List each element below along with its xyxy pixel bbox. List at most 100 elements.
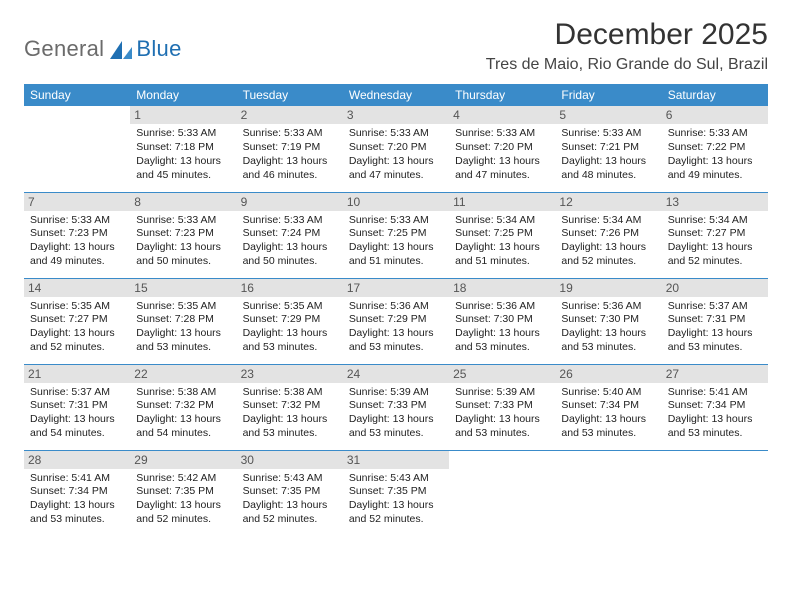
sunset-text: Sunset: 7:30 PM: [455, 313, 549, 327]
sunrise-text: Sunrise: 5:35 AM: [136, 300, 230, 314]
daylight-text: Daylight: 13 hours and 53 minutes.: [136, 327, 230, 355]
calendar-week-row: 21Sunrise: 5:37 AMSunset: 7:31 PMDayligh…: [24, 364, 768, 450]
daylight-text: Daylight: 13 hours and 47 minutes.: [349, 155, 443, 183]
day-number: 17: [343, 279, 449, 297]
day-number: 25: [449, 365, 555, 383]
weekday-header: Saturday: [662, 84, 768, 106]
sunrise-text: Sunrise: 5:38 AM: [243, 386, 337, 400]
daylight-text: Daylight: 13 hours and 45 minutes.: [136, 155, 230, 183]
sunset-text: Sunset: 7:33 PM: [349, 399, 443, 413]
month-title: December 2025: [486, 18, 768, 52]
sunrise-text: Sunrise: 5:36 AM: [349, 300, 443, 314]
day-number: 14: [24, 279, 130, 297]
calendar-day-cell: 15Sunrise: 5:35 AMSunset: 7:28 PMDayligh…: [130, 278, 236, 364]
daylight-text: Daylight: 13 hours and 53 minutes.: [668, 413, 762, 441]
sunset-text: Sunset: 7:27 PM: [668, 227, 762, 241]
day-number: 6: [662, 106, 768, 124]
daylight-text: Daylight: 13 hours and 51 minutes.: [455, 241, 549, 269]
daylight-text: Daylight: 13 hours and 53 minutes.: [455, 327, 549, 355]
daylight-text: Daylight: 13 hours and 46 minutes.: [243, 155, 337, 183]
sunrise-text: Sunrise: 5:35 AM: [243, 300, 337, 314]
daylight-text: Daylight: 13 hours and 51 minutes.: [349, 241, 443, 269]
logo-text-2: Blue: [136, 36, 181, 62]
calendar-day-cell: 14Sunrise: 5:35 AMSunset: 7:27 PMDayligh…: [24, 278, 130, 364]
sunrise-text: Sunrise: 5:37 AM: [668, 300, 762, 314]
day-number: 16: [237, 279, 343, 297]
day-number: 13: [662, 193, 768, 211]
daylight-text: Daylight: 13 hours and 52 minutes.: [243, 499, 337, 527]
daylight-text: Daylight: 13 hours and 52 minutes.: [136, 499, 230, 527]
sunrise-text: Sunrise: 5:33 AM: [561, 127, 655, 141]
calendar-day-cell: 13Sunrise: 5:34 AMSunset: 7:27 PMDayligh…: [662, 192, 768, 278]
day-number: 4: [449, 106, 555, 124]
daylight-text: Daylight: 13 hours and 52 minutes.: [561, 241, 655, 269]
calendar-day-cell: 16Sunrise: 5:35 AMSunset: 7:29 PMDayligh…: [237, 278, 343, 364]
calendar-day-cell: 3Sunrise: 5:33 AMSunset: 7:20 PMDaylight…: [343, 106, 449, 192]
daylight-text: Daylight: 13 hours and 48 minutes.: [561, 155, 655, 183]
day-number: 20: [662, 279, 768, 297]
daylight-text: Daylight: 13 hours and 53 minutes.: [561, 327, 655, 355]
sunrise-text: Sunrise: 5:33 AM: [455, 127, 549, 141]
sunset-text: Sunset: 7:35 PM: [243, 485, 337, 499]
sunset-text: Sunset: 7:28 PM: [136, 313, 230, 327]
calendar-week-row: 7Sunrise: 5:33 AMSunset: 7:23 PMDaylight…: [24, 192, 768, 278]
sunset-text: Sunset: 7:34 PM: [561, 399, 655, 413]
sunset-text: Sunset: 7:29 PM: [349, 313, 443, 327]
calendar-day-cell: 26Sunrise: 5:40 AMSunset: 7:34 PMDayligh…: [555, 364, 661, 450]
sunset-text: Sunset: 7:33 PM: [455, 399, 549, 413]
sunset-text: Sunset: 7:31 PM: [668, 313, 762, 327]
day-number: 11: [449, 193, 555, 211]
day-number: 12: [555, 193, 661, 211]
sunrise-text: Sunrise: 5:35 AM: [30, 300, 124, 314]
calendar-empty-cell: [555, 450, 661, 536]
day-number: 28: [24, 451, 130, 469]
sunset-text: Sunset: 7:23 PM: [136, 227, 230, 241]
calendar-empty-cell: [449, 450, 555, 536]
location-subtitle: Tres de Maio, Rio Grande do Sul, Brazil: [486, 56, 768, 74]
daylight-text: Daylight: 13 hours and 52 minutes.: [349, 499, 443, 527]
calendar-day-cell: 1Sunrise: 5:33 AMSunset: 7:18 PMDaylight…: [130, 106, 236, 192]
page-header: General Blue December 2025 Tres de Maio,…: [24, 18, 768, 74]
title-block: December 2025 Tres de Maio, Rio Grande d…: [486, 18, 768, 74]
day-number: 30: [237, 451, 343, 469]
daylight-text: Daylight: 13 hours and 53 minutes.: [30, 499, 124, 527]
daylight-text: Daylight: 13 hours and 49 minutes.: [30, 241, 124, 269]
calendar-day-cell: 29Sunrise: 5:42 AMSunset: 7:35 PMDayligh…: [130, 450, 236, 536]
weekday-header: Thursday: [449, 84, 555, 106]
day-number: 27: [662, 365, 768, 383]
sunrise-text: Sunrise: 5:37 AM: [30, 386, 124, 400]
calendar-day-cell: 31Sunrise: 5:43 AMSunset: 7:35 PMDayligh…: [343, 450, 449, 536]
weekday-header: Monday: [130, 84, 236, 106]
sunset-text: Sunset: 7:25 PM: [455, 227, 549, 241]
day-number: 21: [24, 365, 130, 383]
weekday-header: Friday: [555, 84, 661, 106]
day-number: 8: [130, 193, 236, 211]
day-number: 10: [343, 193, 449, 211]
calendar-day-cell: 9Sunrise: 5:33 AMSunset: 7:24 PMDaylight…: [237, 192, 343, 278]
sunrise-text: Sunrise: 5:39 AM: [455, 386, 549, 400]
sunrise-text: Sunrise: 5:34 AM: [668, 214, 762, 228]
sunrise-text: Sunrise: 5:33 AM: [349, 127, 443, 141]
calendar-header-row: SundayMondayTuesdayWednesdayThursdayFrid…: [24, 84, 768, 106]
daylight-text: Daylight: 13 hours and 53 minutes.: [561, 413, 655, 441]
day-number: 23: [237, 365, 343, 383]
calendar-day-cell: 18Sunrise: 5:36 AMSunset: 7:30 PMDayligh…: [449, 278, 555, 364]
sunrise-text: Sunrise: 5:33 AM: [243, 127, 337, 141]
daylight-text: Daylight: 13 hours and 47 minutes.: [455, 155, 549, 183]
daylight-text: Daylight: 13 hours and 53 minutes.: [668, 327, 762, 355]
sunrise-text: Sunrise: 5:43 AM: [243, 472, 337, 486]
calendar-day-cell: 10Sunrise: 5:33 AMSunset: 7:25 PMDayligh…: [343, 192, 449, 278]
sunrise-text: Sunrise: 5:40 AM: [561, 386, 655, 400]
sunset-text: Sunset: 7:18 PM: [136, 141, 230, 155]
daylight-text: Daylight: 13 hours and 54 minutes.: [136, 413, 230, 441]
day-number: 29: [130, 451, 236, 469]
sunset-text: Sunset: 7:32 PM: [243, 399, 337, 413]
calendar-day-cell: 17Sunrise: 5:36 AMSunset: 7:29 PMDayligh…: [343, 278, 449, 364]
calendar-day-cell: 27Sunrise: 5:41 AMSunset: 7:34 PMDayligh…: [662, 364, 768, 450]
calendar-week-row: 14Sunrise: 5:35 AMSunset: 7:27 PMDayligh…: [24, 278, 768, 364]
calendar-day-cell: 24Sunrise: 5:39 AMSunset: 7:33 PMDayligh…: [343, 364, 449, 450]
calendar-day-cell: 12Sunrise: 5:34 AMSunset: 7:26 PMDayligh…: [555, 192, 661, 278]
sunset-text: Sunset: 7:29 PM: [243, 313, 337, 327]
calendar-day-cell: 2Sunrise: 5:33 AMSunset: 7:19 PMDaylight…: [237, 106, 343, 192]
daylight-text: Daylight: 13 hours and 50 minutes.: [136, 241, 230, 269]
